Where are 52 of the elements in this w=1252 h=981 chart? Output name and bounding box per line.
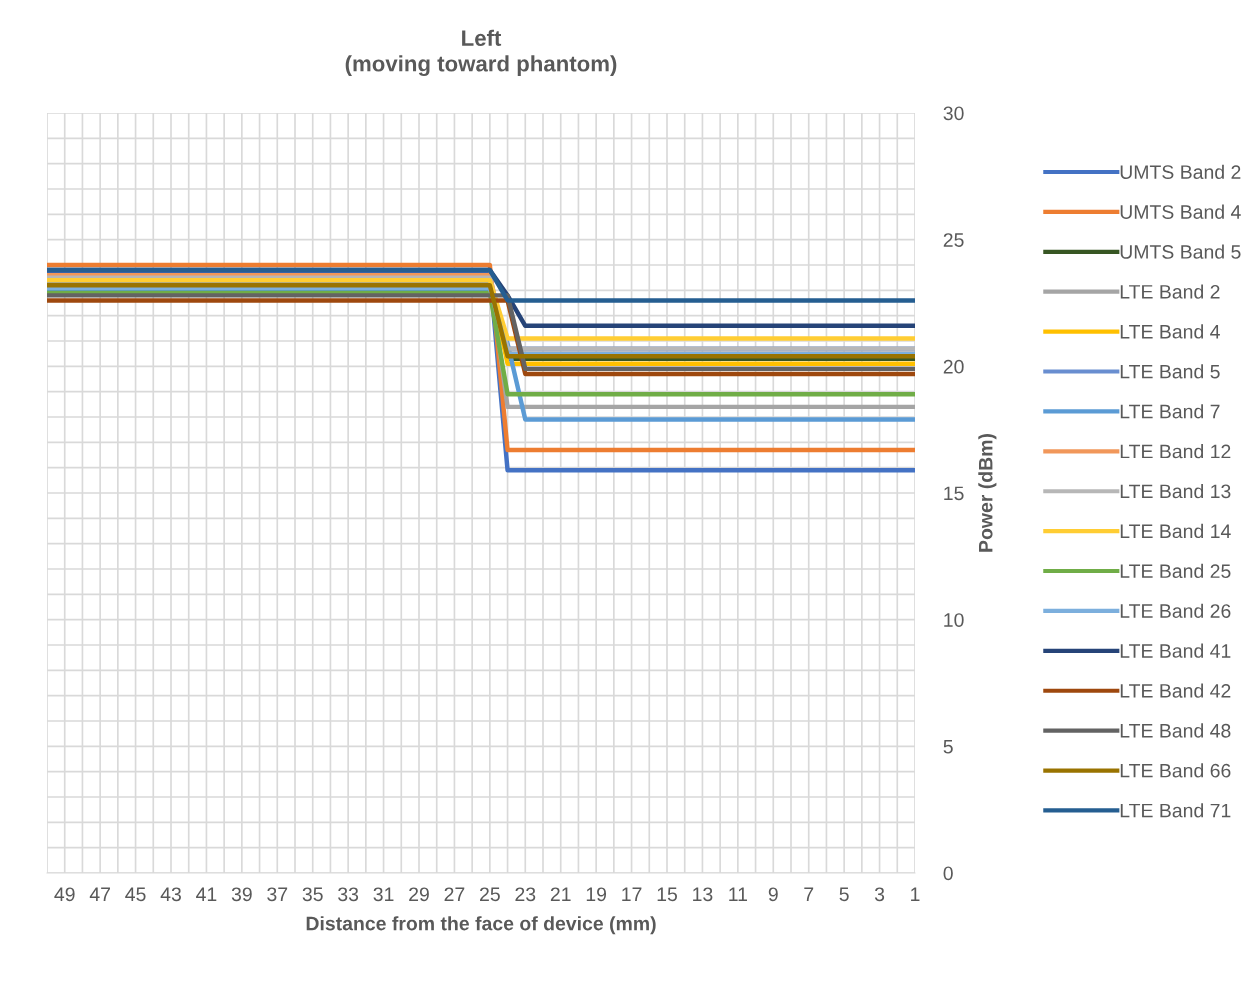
y-tick-label: 25 [943, 233, 964, 247]
x-tick-label: 31 [373, 887, 394, 902]
x-tick-label: 3 [874, 887, 885, 902]
legend-label: UMTS Band 5 [1120, 244, 1241, 259]
legend-label: LTE Band 13 [1120, 483, 1231, 499]
x-tick-label: 5 [839, 887, 849, 902]
y-tick-label: 5 [943, 740, 953, 754]
x-tick-label: 25 [480, 887, 500, 902]
legend-label: LTE Band 7 [1120, 404, 1220, 419]
x-tick-label: 9 [768, 887, 778, 902]
y-tick-label: 0 [943, 866, 953, 881]
legend-label: LTE Band 4 [1120, 324, 1220, 339]
y-tick-label: 15 [944, 486, 964, 501]
y-tick-label: 10 [944, 613, 964, 627]
x-tick-label: 23 [515, 887, 536, 902]
x-tick-label: 11 [729, 887, 748, 901]
legend-label: LTE Band 5 [1120, 364, 1220, 379]
legend-label: UMTS Band 2 [1120, 164, 1241, 179]
x-tick-label: 17 [622, 887, 642, 901]
legend-label: LTE Band 2 [1120, 284, 1220, 299]
x-axis-title: Distance from the face of device (mm) [306, 916, 656, 935]
x-tick-label: 27 [444, 887, 465, 901]
y-axis-title: Power (dBm) [978, 434, 997, 552]
legend-label: LTE Band 14 [1120, 523, 1231, 539]
x-tick-label: 39 [231, 887, 252, 902]
legend-label: UMTS Band 4 [1120, 204, 1241, 219]
x-tick-label: 15 [657, 887, 677, 902]
legend-label: LTE Band 25 [1120, 563, 1231, 579]
x-tick-label: 21 [550, 887, 571, 901]
x-tick-label: 1 [911, 887, 920, 901]
y-tick-label: 20 [943, 359, 964, 374]
x-tick-label: 35 [302, 887, 323, 902]
legend-label: LTE Band 26 [1120, 603, 1231, 618]
x-tick-label: 33 [338, 887, 359, 902]
x-tick-label: 49 [54, 887, 75, 902]
x-tick-label: 41 [196, 887, 217, 901]
legend-label: LTE Band 71 [1120, 803, 1231, 818]
legend-label: LTE Band 12 [1120, 444, 1231, 459]
chart-title: Left (moving toward phantom) [345, 29, 617, 77]
x-tick-label: 13 [693, 887, 713, 902]
legend-label: LTE Band 42 [1120, 683, 1231, 698]
y-tick-label: 30 [943, 106, 964, 121]
x-tick-label: 29 [409, 887, 429, 902]
legend-label: LTE Band 41 [1120, 643, 1231, 658]
x-tick-label: 7 [804, 887, 814, 901]
legend-label: LTE Band 66 [1120, 763, 1231, 778]
x-tick-label: 19 [586, 887, 607, 902]
x-tick-label: 47 [89, 887, 110, 901]
x-tick-label: 43 [160, 887, 181, 902]
x-tick-label: 37 [267, 887, 288, 902]
legend-label: LTE Band 48 [1120, 723, 1231, 738]
x-tick-label: 45 [125, 887, 146, 902]
